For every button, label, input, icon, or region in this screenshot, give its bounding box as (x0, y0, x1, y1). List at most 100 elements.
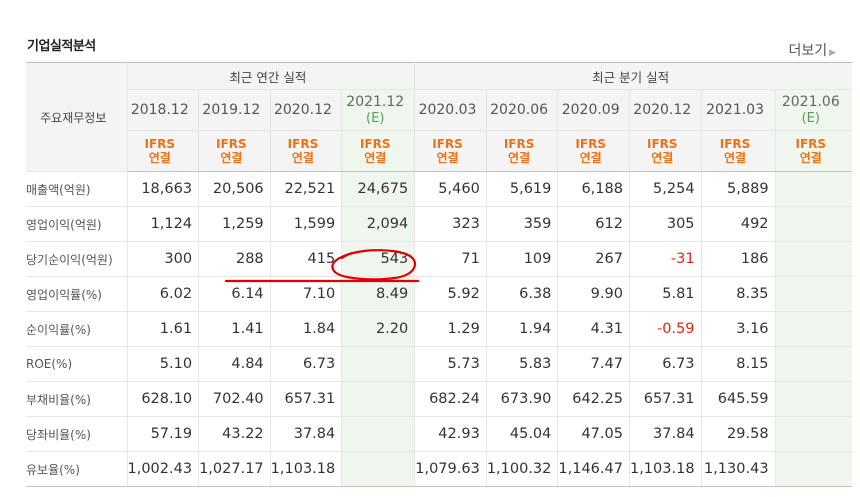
period-header: 2020.12 (629, 89, 702, 131)
value-cell: 359 (486, 206, 559, 242)
value-cell: 45.04 (486, 416, 559, 452)
value-cell: -0.59 (629, 311, 702, 347)
standard-line2: 연결 (508, 151, 531, 165)
value-cell: 682.24 (414, 381, 487, 417)
table-row: 당기순이익(억원) 300 288 415 543 71 109 267 -31 186 (26, 241, 853, 277)
value-cell: 37.84 (270, 416, 343, 452)
value-cell: 47.05 (557, 416, 630, 452)
value-cell (341, 451, 416, 487)
period-label: 2020.12 (273, 102, 332, 118)
value-cell: 1.94 (486, 311, 559, 347)
value-cell: 642.25 (557, 381, 630, 417)
value-cell: 20,506 (198, 171, 271, 207)
accounting-standard: IFRS 연결 (486, 130, 559, 172)
value-cell: 6,188 (557, 171, 630, 207)
standard-line1: IFRS (287, 137, 319, 151)
row-label: 당좌비율(%) (26, 416, 128, 452)
period-label: 2018.12 (130, 102, 189, 118)
value-cell: 6.38 (486, 276, 559, 312)
value-cell: 5.73 (414, 346, 487, 382)
period-header: 2019.12 (198, 89, 271, 131)
value-cell: 3.16 (701, 311, 776, 347)
value-cell: 5,460 (414, 171, 487, 207)
period-label: 2020.12 (633, 102, 692, 118)
table-row: 영업이익률(%) 6.02 6.14 7.10 8.49 5.92 6.38 9.90 5.81… (26, 276, 853, 312)
period-label: 2019.12 (202, 102, 261, 118)
period-header-row: 2018.12 2019.12 2020.12 2021.12 (E) 2020.03 20… (26, 89, 853, 131)
value-cell: 267 (557, 241, 630, 277)
period-label: 2021.12 (346, 93, 405, 110)
value-cell (775, 416, 853, 452)
value-cell: 5.83 (486, 346, 559, 382)
financial-table: 주요재무정보 최근 연간 실적 최근 분기 실적 2018.12 2019.12 2… (26, 62, 853, 487)
value-cell (775, 171, 853, 207)
standard-line2: 연결 (148, 151, 171, 165)
standard-line1: IFRS (575, 137, 606, 151)
quarter-group-header: 최근 분기 실적 (414, 62, 853, 90)
more-link[interactable]: 더보기 ▶ (788, 40, 836, 60)
value-cell: 657.31 (629, 381, 702, 417)
value-cell: 2.20 (341, 311, 416, 347)
standard-line1: IFRS (359, 137, 391, 151)
value-cell: 1.84 (270, 311, 343, 347)
standard-line2: 연결 (651, 151, 674, 165)
value-cell: 1,599 (270, 206, 343, 242)
period-label: 2021.03 (706, 102, 764, 118)
standard-line1: IFRS (795, 137, 827, 151)
value-cell: 5.92 (414, 276, 487, 312)
value-cell: 1.29 (414, 311, 487, 347)
value-cell: 7.47 (557, 346, 630, 382)
value-cell: 8.35 (701, 276, 776, 312)
value-cell: 1,259 (198, 206, 271, 242)
section-title: 기업실적분석 (27, 39, 96, 54)
standard-line1: IFRS (646, 137, 678, 151)
value-cell: 57.19 (127, 416, 200, 452)
standard-line1: IFRS (432, 137, 463, 151)
row-label: 부채비율(%) (26, 381, 128, 417)
value-cell: 43.22 (198, 416, 271, 452)
value-cell (775, 346, 853, 382)
value-cell: 673.90 (486, 381, 559, 417)
value-cell: 1,146.47 (557, 451, 630, 487)
accounting-standard: IFRS 연결 (557, 130, 630, 172)
value-cell (341, 381, 416, 417)
value-cell: 4.84 (198, 346, 271, 382)
value-cell: 6.73 (270, 346, 343, 382)
value-cell: 8.15 (701, 346, 776, 382)
estimate-mark: (E) (366, 110, 385, 126)
value-cell: 657.31 (270, 381, 343, 417)
value-cell: -31 (629, 241, 702, 277)
value-cell: 1,079.63 (414, 451, 487, 487)
value-cell: 1,103.18 (629, 451, 702, 487)
table-row: 부채비율(%) 628.10 702.40 657.31 682.24 673.90 642… (26, 381, 853, 417)
value-cell: 9.90 (557, 276, 630, 312)
period-header: 2020.09 (557, 89, 630, 131)
accounting-standard: IFRS 연결 (341, 130, 416, 172)
value-cell: 5.10 (127, 346, 200, 382)
value-cell: 4.31 (557, 311, 630, 347)
row-label: 순이익률(%) (26, 311, 128, 347)
table-row: 순이익률(%) 1.61 1.41 1.84 2.20 1.29 1.94 4.31 -0.59… (26, 311, 853, 347)
value-cell: 1,002.43 (127, 451, 200, 487)
standard-line2: 연결 (436, 151, 459, 165)
value-cell (775, 311, 853, 347)
value-cell: 645.59 (701, 381, 776, 417)
standard-line2: 연결 (579, 151, 602, 165)
period-header: 2020.06 (486, 89, 559, 131)
period-label: 2020.06 (490, 102, 549, 118)
value-cell: 71 (414, 241, 487, 277)
standard-line2: 연결 (364, 151, 387, 165)
row-label: 당기순이익(억원) (26, 241, 128, 277)
value-cell: 6.02 (127, 276, 200, 312)
standard-line2: 연결 (220, 151, 243, 165)
value-cell: 2,094 (341, 206, 416, 242)
row-label: 매출액(억원) (26, 171, 128, 207)
value-cell: 300 (127, 241, 200, 277)
value-cell: 6.73 (629, 346, 702, 382)
value-cell: 5,619 (486, 171, 559, 207)
period-label: 2021.06 (781, 93, 840, 110)
annual-group-header: 최근 연간 실적 (127, 62, 416, 90)
value-cell: 24,675 (341, 171, 416, 207)
row-label: 유보율(%) (26, 451, 128, 487)
value-cell: 543 (341, 241, 416, 277)
